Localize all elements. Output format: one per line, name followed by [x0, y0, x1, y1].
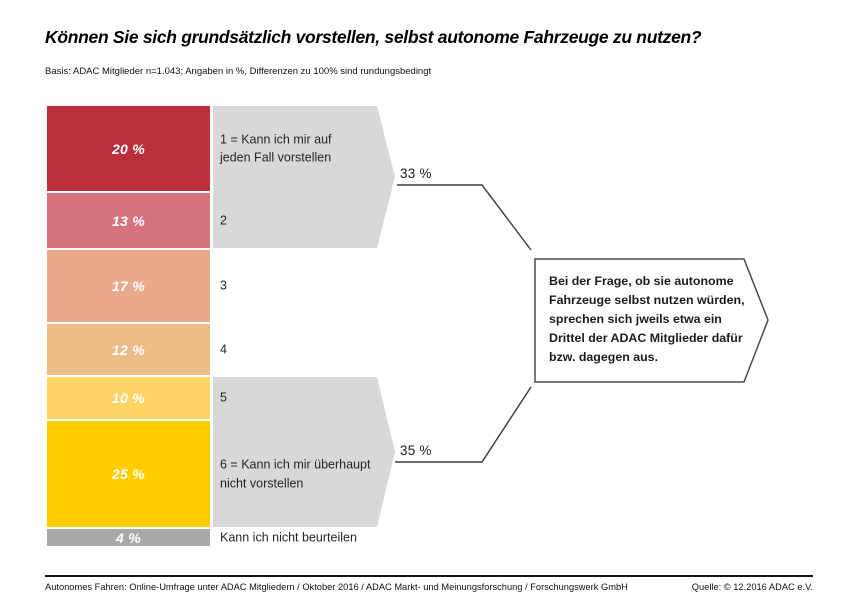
bar-segment: 20 % [47, 106, 210, 191]
group-percent-top: 33 % [400, 166, 432, 181]
bar-segment: 13 % [47, 193, 210, 248]
page-title: Können Sie sich grundsätzlich vorstellen… [45, 27, 702, 47]
footer-source-left: Autonomes Fahren: Online-Umfrage unter A… [45, 582, 628, 592]
chart-row: 20 % 1 = Kann ich mir auf jeden Fall vors… [47, 106, 520, 191]
bar-value-label: 4 % [115, 529, 142, 546]
stacked-bar-list: 20 % 1 = Kann ich mir auf jeden Fall vors… [47, 106, 520, 548]
footer: Autonomes Fahren: Online-Umfrage unter A… [45, 582, 813, 592]
bar-value-label: 10 % [111, 390, 146, 406]
bar-segment: 10 % [47, 377, 210, 419]
bar-value-label: 20 % [111, 140, 146, 157]
bar-category-label: 3 [220, 278, 227, 293]
group-percent-bottom: 35 % [400, 443, 432, 458]
chart-row: 25 % 6 = Kann ich mir überhaupt nicht vor… [47, 421, 520, 527]
chart-row: 12 % 4 [47, 324, 520, 375]
chart-basis-note: Basis: ADAC Mitglieder n=1.043; Angaben … [45, 66, 432, 77]
footer-source-right: Quelle: © 12.2016 ADAC e.V. [691, 582, 813, 592]
bar-category-label: 1 = Kann ich mir auf jeden Fall vorstell… [220, 131, 332, 165]
bar-segment: 17 % [47, 250, 210, 322]
bar-category-label: 6 = Kann ich mir überhaupt nicht vorstel… [220, 457, 371, 490]
bar-category-label: 5 [220, 390, 227, 405]
callout-text: Bei der Frage, ob sie autonome Fahrzeuge… [549, 274, 745, 364]
bar-category-label: 2 [220, 213, 227, 228]
bar-category-label: Kann ich nicht beurteilen [220, 530, 357, 545]
bar-segment: 25 % [47, 421, 210, 527]
chart-row: 13 % 2 [47, 193, 520, 248]
bar-value-label: 17 % [111, 278, 146, 294]
bar-value-label: 13 % [111, 212, 146, 229]
bar-value-label: 12 % [111, 341, 146, 358]
bar-segment: 12 % [47, 324, 210, 375]
footer-divider [45, 575, 813, 577]
bar-segment: 4 % [47, 529, 210, 546]
chart-row: 4 % Kann ich nicht beurteilen [47, 529, 520, 546]
chart-row: 10 % 5 [47, 377, 520, 419]
bar-value-label: 25 % [111, 466, 146, 482]
chart-row: 17 % 3 [47, 250, 520, 322]
bar-category-label: 4 [220, 342, 227, 357]
